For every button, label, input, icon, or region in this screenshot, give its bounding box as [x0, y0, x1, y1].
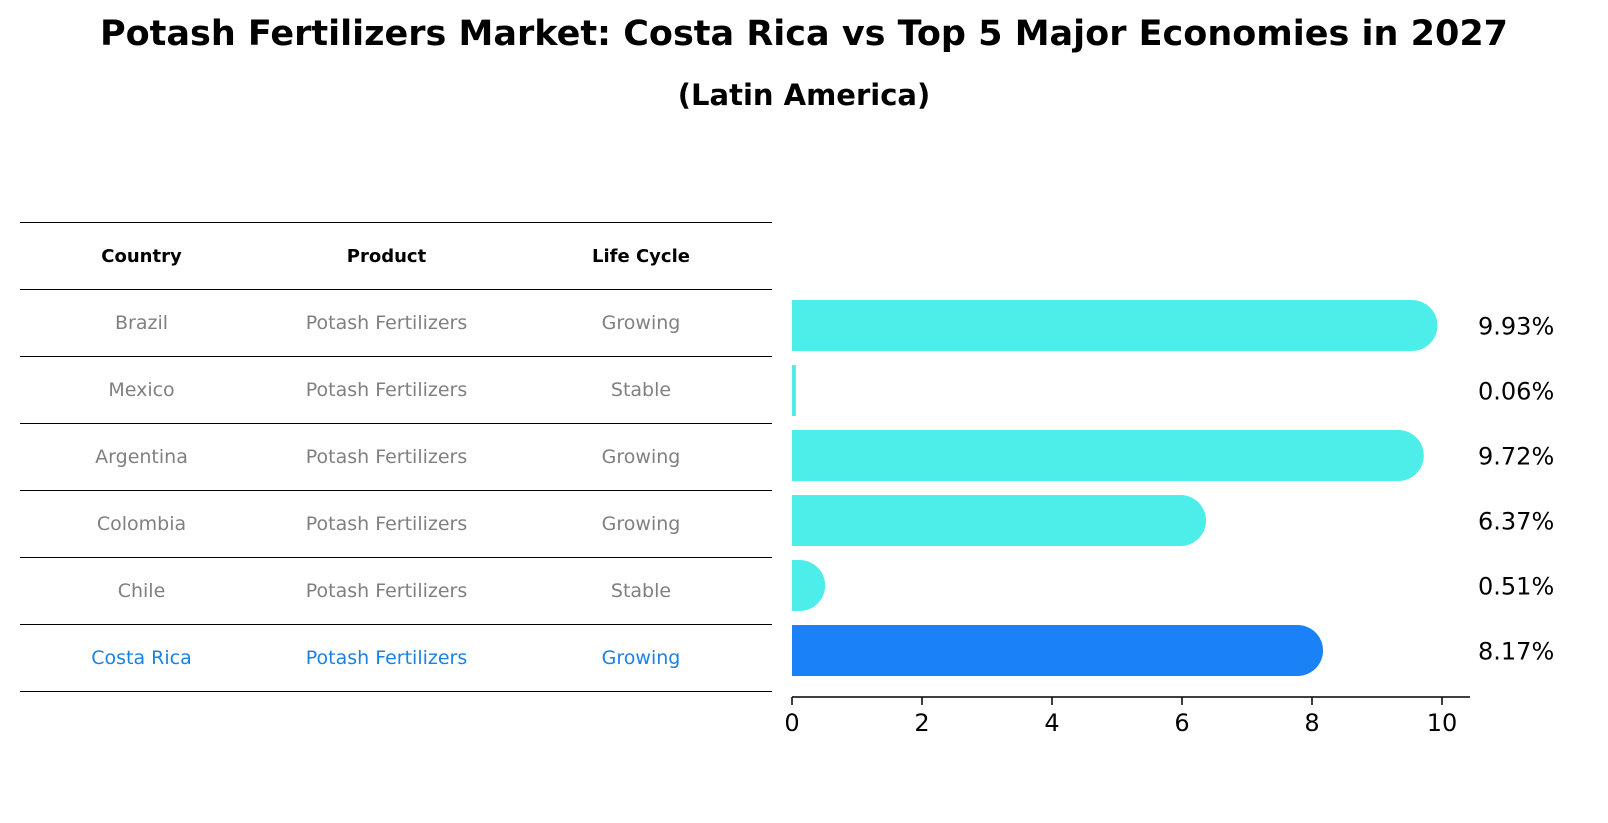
value-label: 9.72%: [1478, 443, 1554, 471]
table-row-highlighted: Costa Rica Potash Fertilizers Growing: [20, 624, 772, 692]
x-tick-label: 10: [1427, 709, 1458, 737]
x-tick-label: 0: [784, 709, 799, 737]
value-label: 0.51%: [1478, 573, 1554, 601]
cell-life-cycle: Stable: [510, 557, 772, 625]
value-label: 6.37%: [1478, 508, 1554, 536]
cell-product: Potash Fertilizers: [263, 423, 510, 491]
header-country: Country: [20, 222, 263, 290]
table-row: Colombia Potash Fertilizers Growing: [20, 490, 772, 558]
cell-country: Chile: [20, 557, 263, 625]
header-product: Product: [263, 222, 510, 290]
table-row: Chile Potash Fertilizers Stable: [20, 557, 772, 625]
x-tick-label: 4: [1044, 709, 1059, 737]
cell-country: Brazil: [20, 289, 263, 357]
cell-country: Costa Rica: [20, 624, 263, 692]
table-row: Brazil Potash Fertilizers Growing: [20, 289, 772, 357]
bar-costa-rica: [792, 625, 1324, 676]
chart-subtitle: (Latin America): [677, 78, 931, 112]
cell-life-cycle: Growing: [510, 423, 772, 491]
cell-product: Potash Fertilizers: [263, 356, 510, 424]
cell-product: Potash Fertilizers: [263, 490, 510, 558]
cell-life-cycle: Stable: [510, 356, 772, 424]
bar-brazil: [792, 300, 1438, 351]
chart-title: Potash Fertilizers Market: Costa Rica vs…: [99, 14, 1509, 54]
x-tick-label: 8: [1304, 709, 1319, 737]
bar-colombia: [792, 495, 1207, 546]
cell-product: Potash Fertilizers: [263, 624, 510, 692]
x-tick-label: 6: [1174, 709, 1189, 737]
table-header-row: Country Product Life Cycle: [20, 222, 772, 290]
table-row: Argentina Potash Fertilizers Growing: [20, 423, 772, 491]
table-row: Mexico Potash Fertilizers Stable: [20, 356, 772, 424]
cell-product: Potash Fertilizers: [263, 557, 510, 625]
cell-country: Mexico: [20, 356, 263, 424]
value-label: 9.93%: [1478, 313, 1554, 341]
header-life-cycle: Life Cycle: [510, 222, 772, 290]
value-label: 0.06%: [1478, 378, 1554, 406]
cell-life-cycle: Growing: [510, 490, 772, 558]
cell-life-cycle: Growing: [510, 289, 772, 357]
bar-chile: [792, 560, 826, 611]
value-label: 8.17%: [1478, 638, 1554, 666]
country-table: Country Product Life Cycle Brazil Potash…: [20, 222, 772, 692]
bar-argentina: [792, 430, 1424, 481]
cell-country: Colombia: [20, 490, 263, 558]
cell-life-cycle: Growing: [510, 624, 772, 692]
cell-product: Potash Fertilizers: [263, 289, 510, 357]
bar-mexico: [792, 365, 796, 416]
cell-country: Argentina: [20, 423, 263, 491]
x-tick-label: 2: [914, 709, 929, 737]
